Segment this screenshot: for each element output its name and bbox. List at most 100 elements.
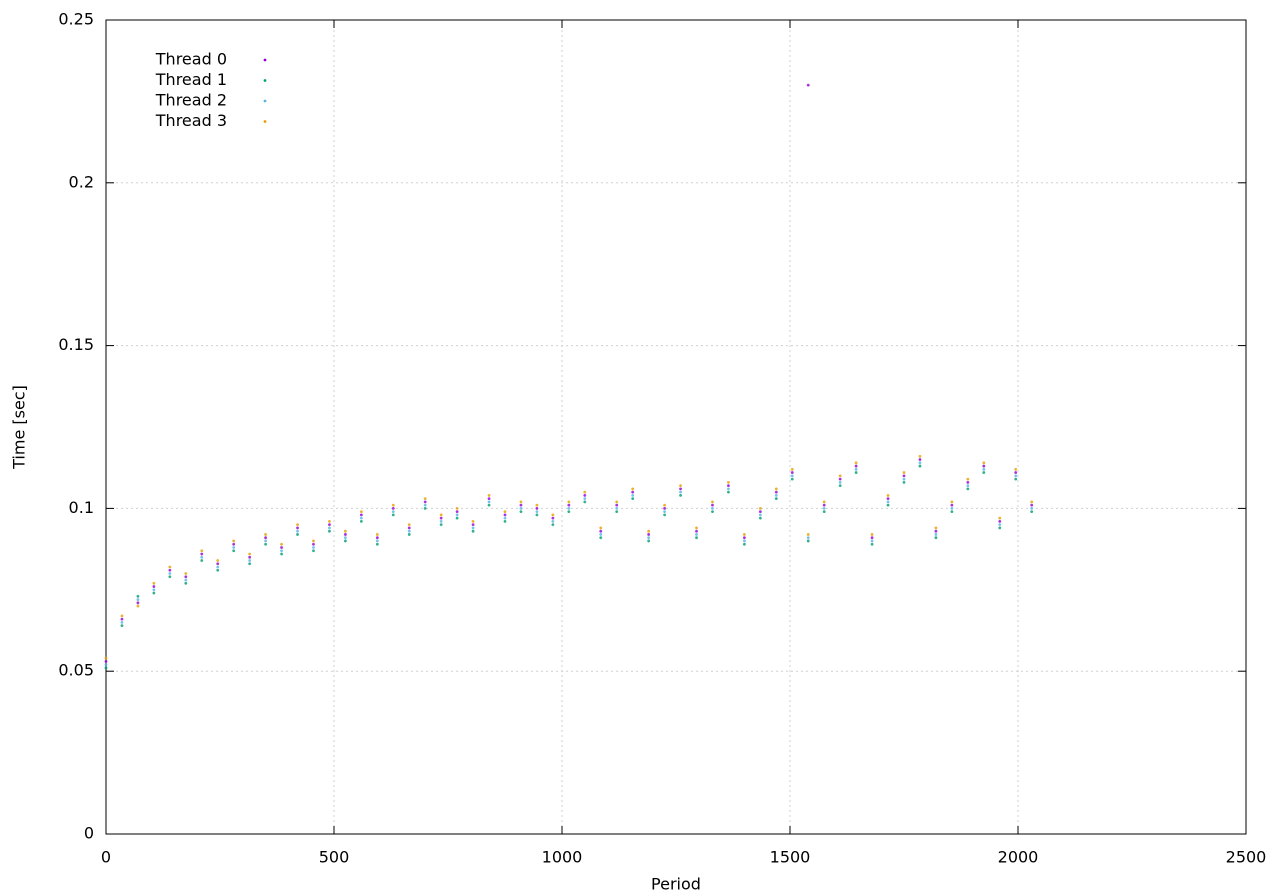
point bbox=[519, 510, 523, 514]
point bbox=[312, 549, 315, 553]
point bbox=[998, 520, 1002, 523]
point bbox=[1014, 474, 1018, 478]
point bbox=[344, 529, 347, 533]
point bbox=[790, 477, 794, 481]
point bbox=[487, 503, 491, 507]
point bbox=[407, 523, 411, 527]
point bbox=[264, 539, 267, 543]
point bbox=[966, 487, 970, 491]
point bbox=[519, 503, 523, 507]
point bbox=[998, 516, 1002, 520]
point bbox=[695, 526, 698, 530]
point bbox=[391, 513, 395, 517]
point bbox=[934, 533, 938, 536]
plot-frame bbox=[105, 19, 1247, 835]
point bbox=[583, 493, 587, 497]
point bbox=[615, 510, 619, 514]
legend-marker bbox=[263, 58, 267, 62]
point bbox=[296, 529, 299, 533]
point bbox=[695, 536, 698, 540]
point bbox=[567, 503, 571, 507]
point bbox=[455, 507, 459, 510]
point bbox=[806, 83, 810, 87]
point bbox=[136, 601, 140, 605]
point bbox=[136, 598, 140, 601]
point bbox=[200, 552, 204, 556]
point bbox=[631, 487, 635, 491]
point bbox=[375, 539, 379, 543]
point bbox=[391, 510, 395, 514]
point bbox=[567, 507, 571, 510]
point bbox=[344, 539, 347, 543]
point bbox=[758, 507, 762, 510]
point bbox=[711, 507, 714, 510]
point bbox=[232, 546, 236, 549]
point bbox=[296, 523, 299, 527]
point bbox=[439, 520, 443, 523]
point bbox=[934, 526, 938, 530]
point bbox=[1030, 500, 1034, 504]
legend-label: Thread 0 bbox=[155, 50, 227, 69]
point bbox=[663, 513, 666, 517]
point bbox=[359, 516, 363, 520]
point bbox=[934, 529, 938, 533]
x-tick-label: 1000 bbox=[542, 848, 583, 867]
point bbox=[328, 526, 331, 530]
point bbox=[264, 542, 267, 546]
point bbox=[391, 503, 395, 507]
point bbox=[711, 503, 714, 507]
point bbox=[758, 510, 762, 514]
point bbox=[870, 542, 874, 546]
point bbox=[280, 546, 283, 549]
point bbox=[359, 513, 363, 517]
point bbox=[471, 520, 475, 523]
point bbox=[503, 516, 507, 520]
point bbox=[711, 500, 714, 504]
point bbox=[918, 454, 922, 458]
point bbox=[152, 585, 156, 588]
point bbox=[391, 507, 395, 510]
point bbox=[439, 513, 443, 517]
point bbox=[407, 526, 411, 530]
point bbox=[966, 484, 970, 488]
point bbox=[790, 474, 794, 478]
point bbox=[934, 536, 938, 540]
point bbox=[104, 666, 108, 670]
point bbox=[152, 588, 156, 592]
point bbox=[806, 533, 810, 536]
point bbox=[870, 533, 874, 536]
point bbox=[535, 507, 539, 510]
point bbox=[870, 539, 874, 543]
point bbox=[950, 500, 954, 504]
point bbox=[583, 490, 587, 494]
point bbox=[758, 513, 762, 517]
point bbox=[647, 529, 651, 533]
point bbox=[264, 533, 267, 536]
point bbox=[312, 539, 315, 543]
point bbox=[455, 513, 459, 517]
point bbox=[439, 523, 443, 527]
point bbox=[631, 490, 635, 494]
point bbox=[407, 529, 411, 533]
point bbox=[375, 536, 379, 540]
point bbox=[136, 604, 140, 608]
point bbox=[296, 533, 299, 536]
point bbox=[359, 510, 363, 514]
point bbox=[982, 464, 986, 468]
y-tick-label: 0 bbox=[84, 824, 94, 843]
point bbox=[743, 533, 746, 536]
point bbox=[647, 533, 651, 536]
point bbox=[551, 516, 555, 520]
point bbox=[248, 559, 252, 562]
point bbox=[854, 464, 858, 468]
point bbox=[104, 663, 108, 667]
point bbox=[599, 529, 603, 533]
point bbox=[599, 536, 603, 540]
point bbox=[982, 467, 986, 471]
point bbox=[679, 490, 682, 494]
point bbox=[902, 471, 906, 474]
point bbox=[471, 523, 475, 527]
point bbox=[168, 572, 172, 575]
point bbox=[902, 477, 906, 481]
point bbox=[998, 523, 1002, 527]
